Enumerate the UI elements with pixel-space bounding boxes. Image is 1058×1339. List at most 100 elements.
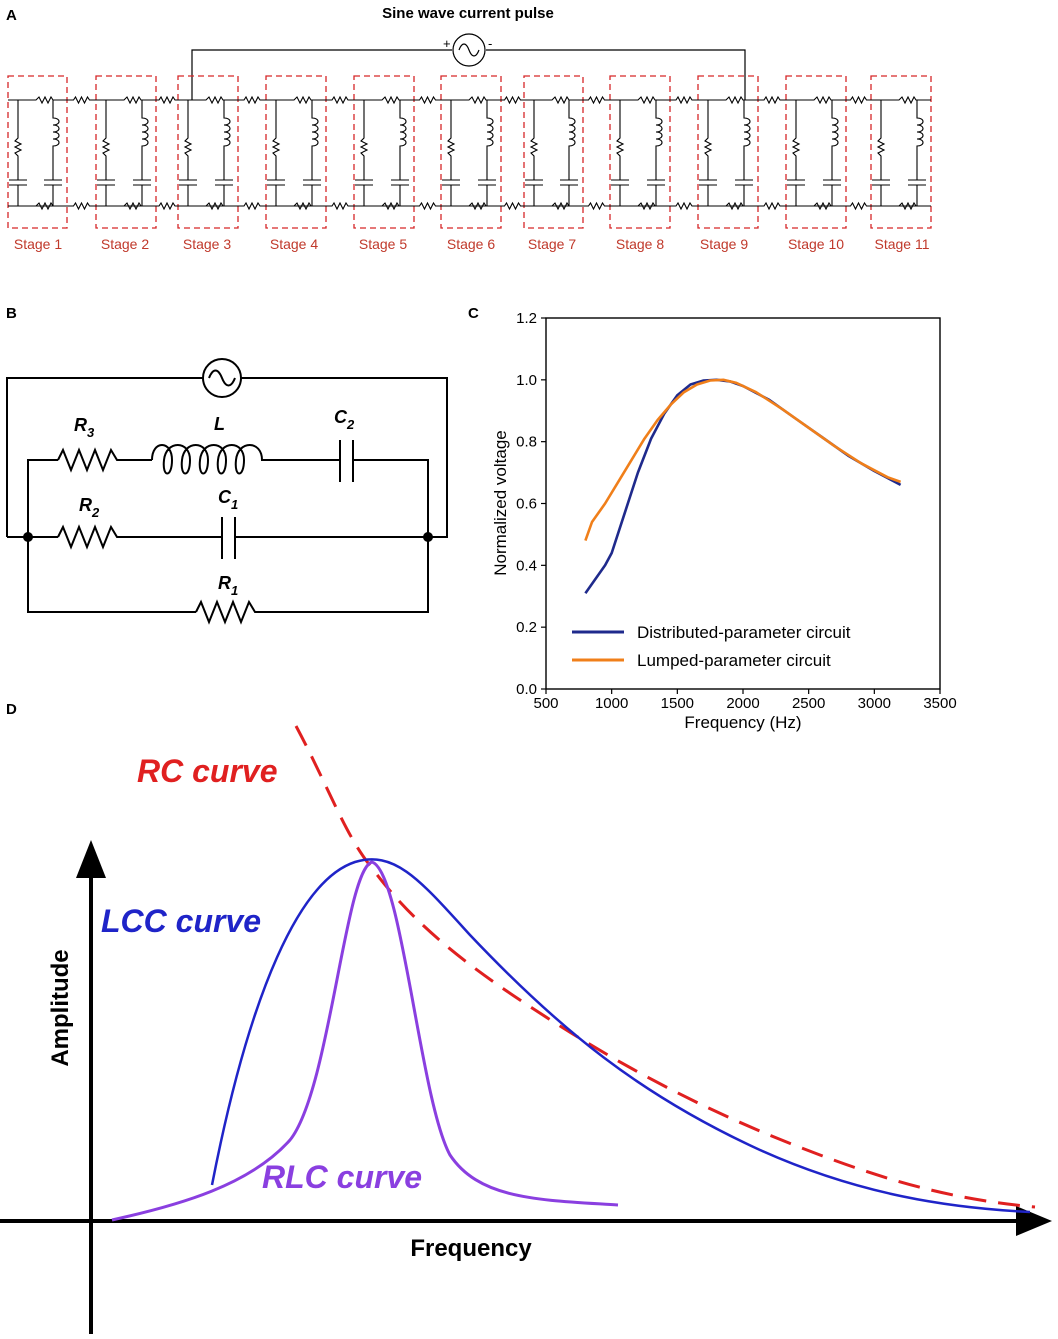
y-tick-label: 0.4 bbox=[516, 557, 537, 574]
d-x-axis-label: Frequency bbox=[410, 1235, 532, 1262]
rc-curve-label: RC curve bbox=[137, 753, 278, 789]
source-loop-left bbox=[6, 377, 203, 537]
stage-box bbox=[870, 75, 932, 229]
ac-source-icon bbox=[452, 33, 486, 67]
stage-11-circuit bbox=[870, 75, 932, 229]
panel-a-letter: A bbox=[6, 7, 17, 24]
stage-8-circuit bbox=[609, 75, 671, 229]
label-r2: R2 bbox=[79, 495, 100, 520]
branch-r1 bbox=[27, 537, 429, 625]
stage-label-1: Stage 1 bbox=[14, 236, 62, 252]
stage-box bbox=[440, 75, 502, 229]
stage-box bbox=[785, 75, 847, 229]
chart-legend: Distributed-parameter circuit Lumped-par… bbox=[572, 623, 851, 670]
x-tick-label: 500 bbox=[533, 695, 558, 712]
stage-label-8: Stage 8 bbox=[616, 236, 664, 252]
panel-a-title: Sine wave current pulse bbox=[382, 5, 554, 22]
y-tick-label: 0.6 bbox=[516, 496, 537, 513]
inter-stage-resistor-icon bbox=[326, 95, 354, 105]
chart-series bbox=[584, 378, 902, 594]
inter-stage-resistor-icon bbox=[238, 201, 266, 211]
source-wire-right bbox=[486, 49, 746, 100]
inter-stage-resistor-icon bbox=[670, 95, 698, 105]
stage-label-4: Stage 4 bbox=[270, 236, 318, 252]
resistor-r2-icon bbox=[57, 524, 222, 550]
label-c2: C2 bbox=[334, 407, 355, 432]
branch-r2-c1 bbox=[28, 517, 428, 559]
stage-label-3: Stage 3 bbox=[183, 236, 231, 252]
panel-d: D RC curve LCC curve RLC curve Frequency… bbox=[0, 701, 1052, 1334]
stage-label-10: Stage 10 bbox=[788, 236, 844, 252]
stage-7-circuit bbox=[523, 75, 584, 229]
stage-9-circuit bbox=[697, 75, 759, 229]
stage-5-circuit bbox=[353, 75, 415, 229]
y-tick-label: 0.2 bbox=[516, 619, 537, 636]
stage-label-11: Stage 11 bbox=[874, 236, 929, 252]
stage-6-circuit bbox=[440, 75, 502, 229]
stage-label-7: Stage 7 bbox=[528, 236, 576, 252]
stage-circuits bbox=[7, 75, 932, 229]
resistor-r3-icon bbox=[57, 447, 152, 473]
inter-stage-resistor-icon bbox=[670, 201, 698, 211]
source-loop-right bbox=[241, 377, 448, 538]
stage-box bbox=[265, 75, 327, 229]
stage-box bbox=[697, 75, 759, 229]
chart-ticks: 500 1000 1500 2000 2500 3000 3500 0.0 0.2 0.4 0.6 0… bbox=[516, 310, 957, 712]
inter-stage-resistor-icon bbox=[156, 201, 178, 211]
label-l: L bbox=[214, 414, 225, 434]
label-r1: R1 bbox=[218, 573, 238, 598]
stage-1-circuit bbox=[7, 75, 68, 229]
panel-b-letter: B bbox=[6, 305, 17, 322]
stage-3-circuit bbox=[177, 75, 239, 229]
panel-c-letter: C bbox=[468, 305, 479, 322]
stage-label-2: Stage 2 bbox=[101, 236, 149, 252]
x-tick-label: 2500 bbox=[792, 695, 825, 712]
stage-box bbox=[7, 75, 68, 229]
lcc-curve bbox=[210, 858, 1031, 1214]
inter-stage-resistor-icon bbox=[583, 201, 610, 211]
inter-stage-resistor-icon bbox=[67, 201, 96, 211]
rlc-curve-label: RLC curve bbox=[262, 1159, 422, 1195]
lumped-series-line bbox=[584, 378, 902, 542]
stage-box bbox=[609, 75, 671, 229]
panel-a: A Sine wave current pulse + - Stage 1 St… bbox=[6, 5, 932, 252]
lcc-curve-label: LCC curve bbox=[101, 903, 261, 939]
label-r3: R3 bbox=[74, 415, 95, 440]
rlc-curve bbox=[111, 860, 619, 1222]
rc-curve bbox=[294, 725, 1036, 1209]
stage-label-5: Stage 5 bbox=[359, 236, 407, 252]
stage-box bbox=[523, 75, 584, 229]
inter-stage-resistor-icon bbox=[156, 95, 178, 105]
y-tick-label: 0.8 bbox=[516, 434, 537, 451]
d-y-axis-label: Amplitude bbox=[47, 949, 74, 1066]
source-minus-sign: - bbox=[488, 36, 492, 51]
label-c1: C1 bbox=[218, 487, 238, 512]
stage-box bbox=[353, 75, 415, 229]
inter-stage-resistor-icon bbox=[758, 201, 786, 211]
stage-box bbox=[95, 75, 157, 229]
chart-x-label: Frequency (Hz) bbox=[684, 713, 801, 732]
inter-stage-resistor-icon bbox=[414, 201, 441, 211]
inter-stage-resistor-icon bbox=[501, 201, 524, 211]
source-wire-left bbox=[191, 49, 452, 100]
x-tick-label: 1500 bbox=[661, 695, 694, 712]
legend-label-lumped: Lumped-parameter circuit bbox=[637, 651, 831, 670]
inter-stage-resistor-icon bbox=[501, 95, 524, 105]
y-tick-label: 1.2 bbox=[516, 310, 537, 327]
inter-stage-resistor-icon bbox=[758, 95, 786, 105]
panel-d-letter: D bbox=[6, 701, 17, 718]
stage-label-6: Stage 6 bbox=[447, 236, 495, 252]
x-tick-label: 1000 bbox=[595, 695, 628, 712]
chart-y-label: Normalized voltage bbox=[491, 430, 510, 576]
d-x-axis-arrow-icon bbox=[1016, 1206, 1052, 1236]
resistor-r1-icon bbox=[195, 537, 429, 625]
stage-2-circuit bbox=[95, 75, 157, 229]
inter-stage-resistor-icon bbox=[326, 201, 354, 211]
inductor-l-icon bbox=[151, 444, 275, 475]
stage-10-circuit bbox=[785, 75, 847, 229]
panel-b: B bbox=[6, 305, 448, 625]
stage-labels: Stage 1 Stage 2 Stage 3 Stage 4 Stage 5 … bbox=[14, 236, 930, 252]
inter-stage-resistor-icon bbox=[414, 95, 441, 105]
x-tick-label: 3000 bbox=[858, 695, 891, 712]
